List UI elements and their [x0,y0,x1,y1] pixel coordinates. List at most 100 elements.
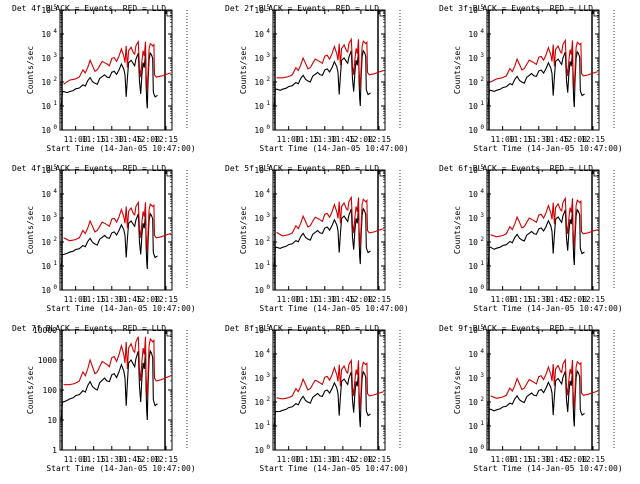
x-tick-label: 11:00 [491,295,515,304]
x-axis-label: Start Time (14-Jan-05 10:47:00) [473,304,622,313]
x-tick-label: 11:30 [527,135,551,144]
events-series-line [273,370,371,428]
y-tick-exponent: 5 [266,164,270,171]
y-axis-label: Counts/sec [453,366,462,414]
x-tick-label: 12:15 [154,295,178,304]
plot-frame [272,169,386,291]
x-tick-label: 12:00 [563,295,587,304]
y-tick-label: 10 [468,238,478,247]
y-tick-label: 10 [468,54,478,63]
x-tick-label: 11:45 [118,455,142,464]
y-tick-exponent: 2 [480,236,484,243]
chart-title: Det 9f BLACK = Events, RED = LLD [439,324,593,333]
plot-frame [59,329,173,451]
chart-title: Det 7f BLACK = Events, RED = LLD [12,324,166,333]
y-tick-exponent: 2 [53,236,57,243]
x-tick-label: 11:00 [277,295,301,304]
y-tick-label: 10 [254,126,264,135]
x-tick-label: 12:15 [581,135,605,144]
y-tick-exponent: 2 [266,236,270,243]
x-tick-label: 12:15 [581,295,605,304]
y-tick-label: 10 [254,190,264,199]
x-axis-label: Start Time (14-Jan-05 10:47:00) [473,464,622,473]
y-tick-label: 10 [41,126,51,135]
y-tick-label: 10 [468,214,478,223]
x-tick-label: 12:00 [563,455,587,464]
events-series-line [487,50,585,108]
y-tick-exponent: 4 [53,28,57,35]
y-axis-label: Counts/sec [239,46,248,94]
y-tick-exponent: 1 [266,260,270,267]
y-tick-label: 10 [41,54,51,63]
chart-title: Det 4f BLACK = Events, RED = LLD [12,164,166,173]
lld-series-line [490,38,598,89]
y-tick-exponent: 3 [480,212,484,219]
y-tick-exponent: 1 [480,260,484,267]
y-tick-label: 10 [41,262,51,271]
y-tick-exponent: 1 [266,420,270,427]
y-tick-label: 10 [254,350,264,359]
x-tick-label: 12:15 [367,455,391,464]
lld-series-line [276,37,384,88]
y-tick-exponent: 0 [53,284,57,291]
x-tick-label: 11:45 [545,455,569,464]
x-tick-label: 11:00 [64,455,88,464]
y-tick-label: 10 [468,262,478,271]
y-tick-label: 100 [43,386,58,395]
y-tick-exponent: 2 [53,76,57,83]
x-tick-label: 11:15 [509,295,533,304]
x-axis-label: Start Time (14-Jan-05 10:47:00) [259,144,408,153]
chart-title: Det 4f BLACK = Events, RED = LLD [12,4,166,13]
x-tick-label: 11:45 [545,135,569,144]
x-tick-label: 11:15 [295,135,319,144]
y-axis-label: Counts/sec [453,46,462,94]
y-tick-exponent: 5 [53,4,57,11]
x-tick-label: 12:00 [349,295,373,304]
x-tick-label: 12:00 [349,135,373,144]
x-tick-label: 11:30 [100,455,124,464]
lld-series-line [276,195,384,246]
y-tick-label: 10 [468,286,478,295]
events-series-line [273,207,371,267]
y-tick-label: 10 [468,326,478,335]
y-tick-label: 10 [254,166,264,175]
x-tick-label: 11:00 [491,455,515,464]
x-axis-label: Start Time (14-Jan-05 10:47:00) [473,144,622,153]
plot-frame [486,169,600,291]
plot-frame [272,329,386,451]
y-tick-exponent: 3 [480,372,484,379]
x-tick-label: 11:00 [491,135,515,144]
x-tick-label: 12:00 [349,455,373,464]
x-tick-label: 11:15 [295,455,319,464]
x-tick-label: 11:00 [277,135,301,144]
x-tick-label: 11:15 [295,295,319,304]
y-tick-label: 10 [41,238,51,247]
y-tick-exponent: 3 [266,52,270,59]
y-tick-exponent: 5 [480,324,484,331]
y-tick-label: 10 [254,374,264,383]
x-tick-label: 11:15 [509,135,533,144]
x-tick-label: 11:30 [313,135,337,144]
y-tick-exponent: 1 [53,260,57,267]
y-tick-label: 10 [468,78,478,87]
y-tick-label: 10 [468,126,478,135]
y-tick-exponent: 0 [53,124,57,131]
x-tick-label: 12:15 [154,455,178,464]
y-tick-exponent: 0 [480,124,484,131]
chart-title: Det 8f BLACK = Events, RED = LLD [225,324,379,333]
x-tick-label: 11:15 [82,135,106,144]
x-tick-label: 11:45 [331,135,355,144]
y-tick-exponent: 5 [266,4,270,11]
y-tick-exponent: 3 [266,212,270,219]
x-tick-label: 11:30 [313,295,337,304]
x-tick-label: 12:15 [154,135,178,144]
y-tick-label: 10 [468,166,478,175]
y-tick-exponent: 4 [266,188,270,195]
y-tick-exponent: 1 [53,100,57,107]
y-tick-exponent: 3 [53,212,57,219]
